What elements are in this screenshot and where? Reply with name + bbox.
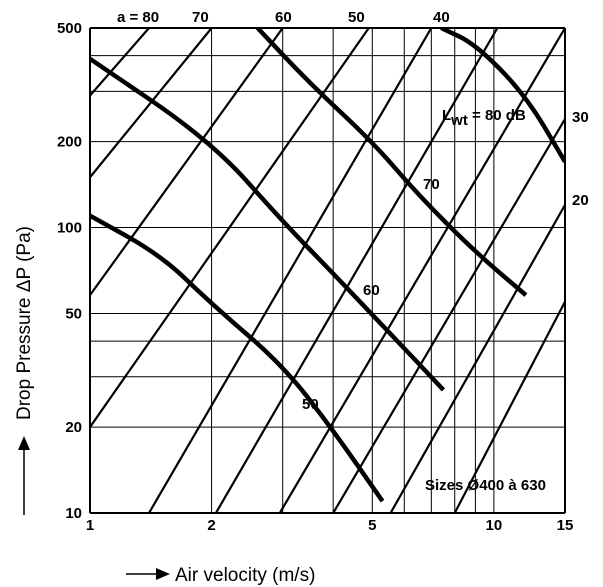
y-axis-arrow	[18, 436, 30, 515]
aperture-label-40: 40	[433, 9, 450, 26]
aperture-line-20	[453, 301, 565, 513]
x-tick-label: 1	[86, 517, 94, 534]
x-tick-label: 2	[207, 517, 215, 534]
series-labels: a = 80 70 60 50 40 30 20 50 60 70 Lwt = 80 dB Sizes…	[117, 9, 589, 494]
axis-titles: Air velocity (m/s) Drop Pressure ΔP (Pa)	[14, 226, 315, 586]
aperture-line-50	[214, 28, 499, 513]
sound-label-60: 60	[363, 282, 380, 299]
aperture-label-70: 70	[192, 9, 209, 26]
y-tick-label: 10	[65, 505, 82, 522]
aperture-line-unlabeled-6	[278, 28, 565, 513]
y-tick-label: 100	[57, 220, 82, 237]
sizes-annotation: Sizes Ø400 à 630	[425, 477, 546, 494]
sound-curve-1	[90, 56, 446, 392]
aperture-label-60: 60	[275, 9, 292, 26]
aperture-label-30: 30	[572, 109, 589, 126]
aperture-label-a80: a = 80	[117, 9, 159, 26]
aperture-line-unlabeled-2	[90, 28, 284, 296]
aperture-label-50: 50	[348, 9, 365, 26]
sound-curve-2	[255, 28, 528, 297]
y-tick-label: 50	[65, 305, 82, 322]
aperture-line-80	[90, 28, 150, 97]
x-tick-label: 10	[486, 517, 503, 534]
x-axis-arrow-head	[156, 568, 170, 580]
y-tick-label: 200	[57, 134, 82, 151]
x-tick-label: 5	[368, 517, 376, 534]
x-axis-title: Air velocity (m/s)	[175, 565, 315, 586]
y-tick-label: 20	[65, 419, 82, 436]
y-tick-label: 500	[57, 20, 82, 37]
sound-curve-3	[440, 28, 565, 163]
tick-labels: 1 2 5 10 15 10 20 50 100 200 500	[57, 20, 573, 534]
aperture-line-40	[332, 118, 565, 513]
aperture-line-30	[389, 204, 565, 513]
sound-level-curves	[90, 28, 565, 503]
sound-label-70: 70	[423, 176, 440, 193]
lwt-label: Lwt = 80 dB	[442, 107, 526, 129]
aperture-label-20: 20	[572, 192, 589, 209]
sound-label-50: 50	[302, 396, 319, 413]
x-tick-label: 15	[557, 517, 574, 534]
y-axis-title: Drop Pressure ΔP (Pa)	[14, 226, 35, 420]
sound-curve-0	[90, 213, 385, 503]
aperture-line-unlabeled-4	[148, 28, 433, 513]
